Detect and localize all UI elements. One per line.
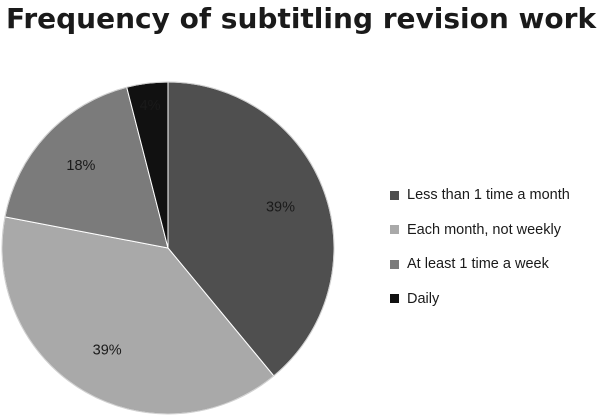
legend-swatch — [390, 294, 399, 303]
legend-swatch — [390, 190, 399, 200]
slice-label-1: 39% — [266, 199, 295, 215]
legend-label: Less than 1 time a month — [407, 187, 570, 203]
legend-label: Each month, not weekly — [407, 221, 561, 238]
legend-swatch — [390, 259, 399, 269]
legend-item: Daily — [390, 290, 570, 308]
legend-item: At least 1 time a week — [390, 255, 570, 273]
slice-label-3: 18% — [66, 158, 95, 174]
pie-outline — [1, 81, 335, 415]
chart-legend: Less than 1 time a month Each month, not … — [390, 186, 570, 324]
legend-swatch — [390, 225, 399, 234]
legend-label: At least 1 time a week — [407, 256, 549, 272]
legend-label: Daily — [407, 290, 440, 307]
slice-label-2: 39% — [93, 343, 122, 359]
legend-item: Each month, not weekly — [390, 221, 570, 239]
chart-title: Frequency of subtitling revision work — [6, 2, 597, 35]
legend-item: Less than 1 time a month — [390, 186, 570, 204]
slice-label-4: 4% — [140, 98, 161, 114]
